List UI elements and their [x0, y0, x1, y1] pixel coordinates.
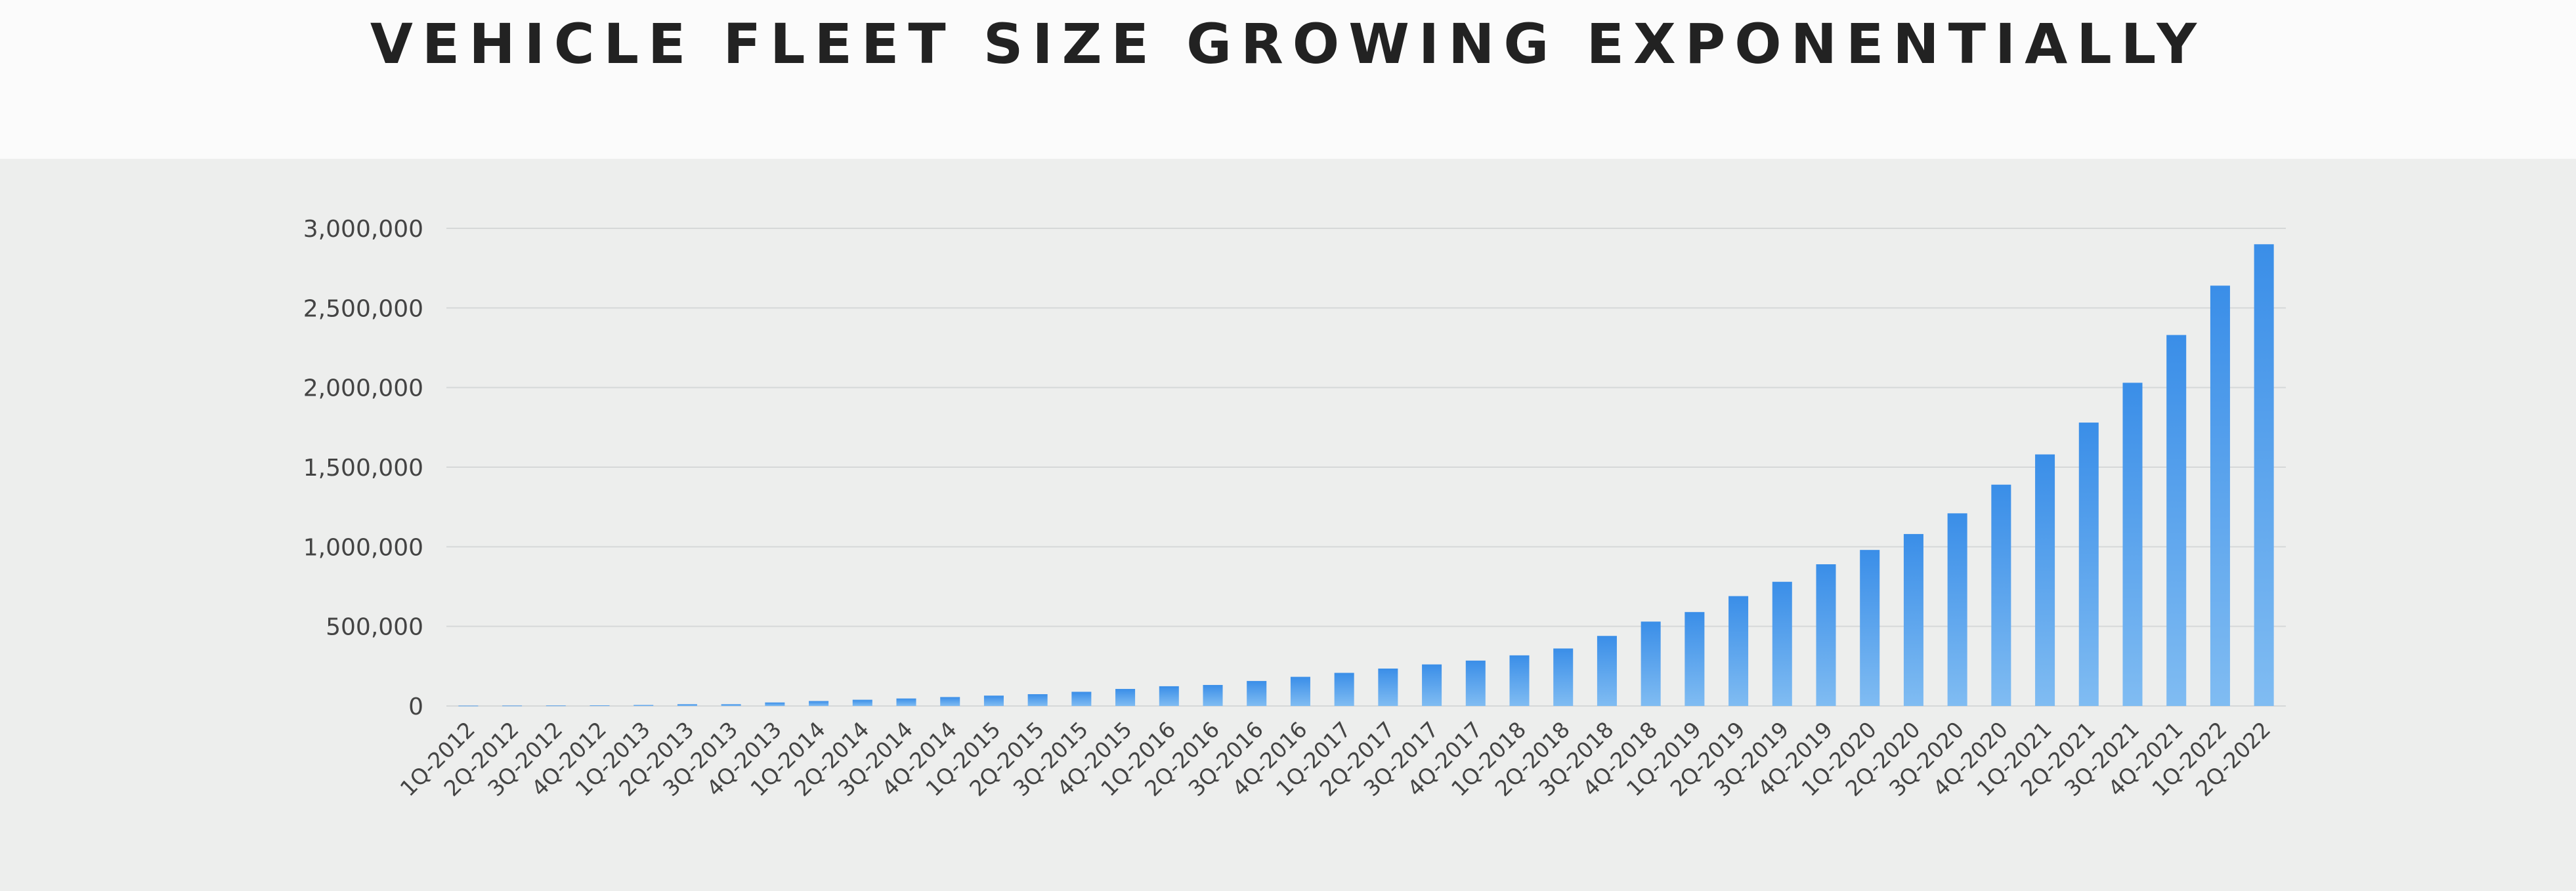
bar-3Q-2021	[2122, 383, 2143, 706]
bar-4Q-2019	[1816, 564, 1836, 706]
bar-3Q-2019	[1772, 581, 1792, 706]
bar-4Q-2021	[2166, 335, 2187, 706]
bar-3Q-2018	[1597, 636, 1617, 706]
title-band: VEHICLE FLEET SIZE GROWING EXPONENTIALLY	[0, 0, 2576, 159]
bar-2Q-2016	[1203, 684, 1223, 706]
bar-1Q-2022	[2210, 285, 2230, 706]
bar-1Q-2012	[458, 705, 479, 707]
bars	[458, 244, 2274, 707]
bar-4Q-2017	[1465, 660, 1486, 706]
bar-4Q-2016	[1290, 676, 1310, 706]
bar-3Q-2016	[1247, 680, 1267, 706]
y-tick-label: 2,500,000	[303, 295, 423, 322]
bar-3Q-2015	[1071, 692, 1092, 706]
chart-panel	[0, 159, 2576, 891]
bar-2Q-2021	[2078, 423, 2099, 706]
bar-1Q-2017	[1334, 673, 1354, 706]
bar-1Q-2020	[1860, 550, 1880, 706]
y-tick-label: 3,000,000	[303, 216, 423, 243]
bar-3Q-2012	[546, 705, 566, 707]
bar-4Q-2014	[940, 697, 960, 706]
bar-4Q-2018	[1641, 621, 1661, 706]
bar-3Q-2017	[1422, 664, 1442, 706]
x-axis-ticks: 1Q-20122Q-20123Q-20124Q-20121Q-20132Q-20…	[395, 716, 2276, 801]
bar-2Q-2017	[1378, 668, 1398, 706]
gridlines	[446, 228, 2286, 707]
bar-2Q-2013	[677, 704, 697, 706]
bar-4Q-2015	[1115, 689, 1136, 706]
bar-4Q-2013	[765, 702, 785, 706]
y-tick-label: 1,500,000	[303, 455, 423, 482]
bar-3Q-2020	[1947, 513, 1967, 706]
bar-1Q-2014	[809, 701, 829, 706]
bar-1Q-2016	[1159, 686, 1179, 706]
bar-1Q-2013	[633, 705, 654, 706]
bar-2Q-2015	[1027, 694, 1048, 706]
bar-1Q-2018	[1509, 655, 1530, 706]
y-tick-label: 1,000,000	[303, 534, 423, 561]
y-tick-label: 0	[408, 694, 423, 720]
y-tick-label: 2,000,000	[303, 375, 423, 402]
chart-title: VEHICLE FLEET SIZE GROWING EXPONENTIALLY	[370, 12, 2206, 76]
bar-4Q-2012	[590, 705, 610, 707]
bar-2Q-2022	[2254, 244, 2274, 706]
bar-2Q-2014	[852, 699, 872, 706]
bar-2Q-2020	[1903, 533, 1923, 706]
bar-1Q-2015	[983, 695, 1004, 706]
bar-2Q-2019	[1728, 596, 1749, 706]
bar-3Q-2014	[896, 698, 916, 706]
bar-4Q-2020	[1991, 484, 2011, 706]
y-tick-label: 500,000	[326, 614, 423, 641]
bar-1Q-2019	[1685, 611, 1705, 706]
y-axis-ticks: 0 500,000 1,000,000 1,500,000 2,000,000 2,500…	[303, 216, 423, 720]
bar-1Q-2021	[2035, 454, 2055, 706]
bar-2Q-2012	[502, 705, 523, 707]
bar-3Q-2013	[721, 704, 741, 706]
bar-2Q-2018	[1553, 648, 1574, 706]
